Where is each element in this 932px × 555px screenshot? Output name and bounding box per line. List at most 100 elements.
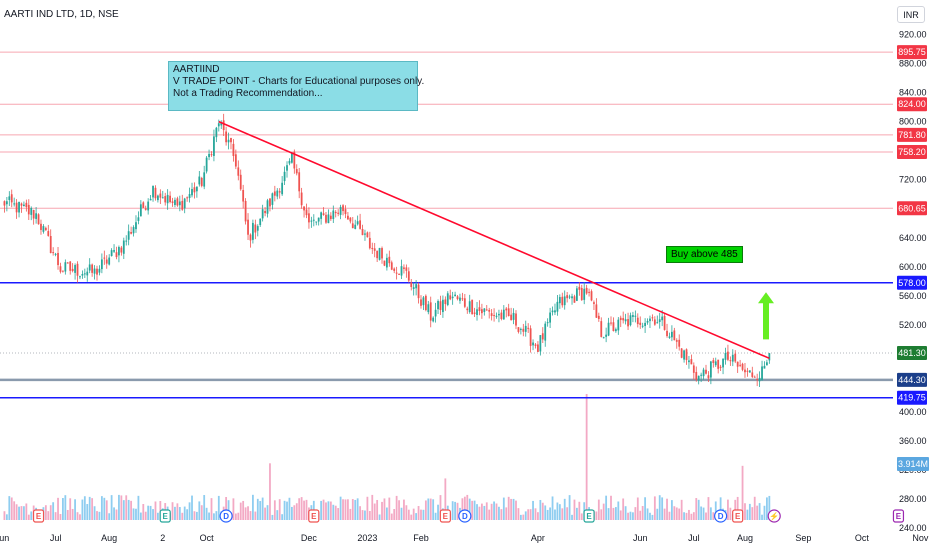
volume-bar bbox=[139, 512, 142, 520]
volume-bar bbox=[571, 514, 573, 520]
candle-body bbox=[171, 201, 174, 203]
volume-bar bbox=[688, 509, 690, 520]
currency-button[interactable]: INR bbox=[897, 6, 925, 23]
candle-body bbox=[551, 310, 554, 313]
candle-body bbox=[108, 257, 111, 265]
candle-body bbox=[276, 190, 279, 197]
candle-body bbox=[305, 209, 308, 216]
volume-bar bbox=[130, 500, 133, 520]
candle-body bbox=[339, 206, 342, 215]
volume-bar bbox=[415, 513, 418, 520]
volume-bar bbox=[714, 501, 717, 520]
candle-body bbox=[709, 361, 712, 378]
volume-bar bbox=[54, 512, 57, 520]
volume-bar bbox=[417, 506, 420, 520]
candle-body bbox=[368, 237, 371, 249]
volume-bar bbox=[683, 512, 685, 520]
candle-body bbox=[571, 296, 573, 299]
volume-bar bbox=[252, 494, 254, 520]
volume-bar bbox=[215, 511, 218, 520]
candle-body bbox=[42, 226, 45, 232]
volume-bar bbox=[744, 503, 746, 520]
volume-bar bbox=[44, 505, 47, 520]
candle-body bbox=[580, 287, 583, 301]
candle-body bbox=[308, 213, 310, 223]
candle-body bbox=[483, 308, 486, 312]
volume-bar bbox=[709, 507, 712, 520]
event-marker bbox=[439, 509, 451, 523]
candle-body bbox=[290, 152, 293, 163]
candle-body bbox=[478, 307, 481, 311]
volume-bar bbox=[171, 502, 174, 520]
candle-body bbox=[546, 322, 549, 324]
volume-bar bbox=[137, 495, 140, 520]
volume-bar bbox=[768, 495, 771, 520]
candle-body bbox=[127, 231, 130, 240]
volume-bars bbox=[3, 394, 771, 520]
candle-body bbox=[385, 257, 388, 268]
candle-body bbox=[403, 267, 405, 269]
candle-body bbox=[649, 318, 651, 322]
candle-body bbox=[317, 217, 320, 222]
volume-bar bbox=[705, 512, 707, 520]
volume-bar bbox=[59, 514, 62, 520]
volume-bar bbox=[344, 499, 347, 520]
candle-body bbox=[656, 322, 659, 324]
candle-body bbox=[561, 296, 564, 306]
candle-body bbox=[766, 362, 768, 366]
volume-bar bbox=[403, 499, 405, 520]
candle-body bbox=[734, 353, 737, 362]
candle-body bbox=[695, 371, 698, 380]
volume-bar bbox=[651, 514, 654, 520]
time-tick-label: Oct bbox=[855, 533, 870, 543]
volume-bar bbox=[478, 506, 481, 520]
volume-bar bbox=[512, 498, 515, 520]
candle-body bbox=[644, 322, 647, 326]
volume-bar bbox=[174, 506, 176, 520]
candle-body bbox=[79, 276, 81, 278]
candle-body bbox=[578, 286, 581, 290]
price-levels bbox=[0, 51, 893, 399]
volume-bar bbox=[719, 497, 722, 520]
volume-bar bbox=[269, 463, 271, 520]
candle-body bbox=[320, 212, 323, 219]
candle-body bbox=[244, 200, 247, 222]
candle-body bbox=[178, 201, 181, 206]
candle-body bbox=[573, 296, 576, 303]
volume-bar bbox=[154, 501, 157, 520]
candle-body bbox=[100, 259, 103, 270]
candle-body bbox=[3, 201, 6, 206]
volume-bar bbox=[517, 508, 520, 520]
volume-bar bbox=[554, 509, 556, 520]
candle-body bbox=[593, 302, 595, 304]
volume-bar bbox=[680, 499, 683, 520]
candle-body bbox=[490, 313, 493, 316]
candle-body bbox=[427, 304, 430, 313]
candle-body bbox=[271, 193, 274, 205]
candle-body bbox=[10, 194, 13, 203]
candle-body bbox=[390, 262, 393, 270]
volume-bar bbox=[761, 514, 763, 520]
event-marker-label: D bbox=[462, 512, 468, 521]
candle-body bbox=[541, 333, 544, 340]
candle-body bbox=[729, 360, 732, 362]
candle-body bbox=[610, 322, 612, 324]
candle-body bbox=[74, 265, 76, 273]
candle-body bbox=[259, 218, 262, 225]
volume-bar bbox=[444, 478, 447, 520]
candle-body bbox=[619, 317, 622, 321]
candle-body bbox=[93, 268, 96, 274]
candle-body bbox=[512, 312, 515, 320]
candle-body bbox=[18, 201, 20, 213]
candle-body bbox=[388, 256, 391, 264]
candle-body bbox=[215, 127, 218, 138]
candle-body bbox=[607, 322, 610, 336]
volume-bar bbox=[634, 507, 637, 520]
volume-bar bbox=[20, 506, 23, 520]
volume-bar bbox=[507, 496, 510, 520]
volume-bar bbox=[473, 500, 476, 520]
candle-body bbox=[232, 143, 235, 156]
price-axis: 920.00880.00840.00800.00760.00720.00680.… bbox=[893, 0, 932, 550]
